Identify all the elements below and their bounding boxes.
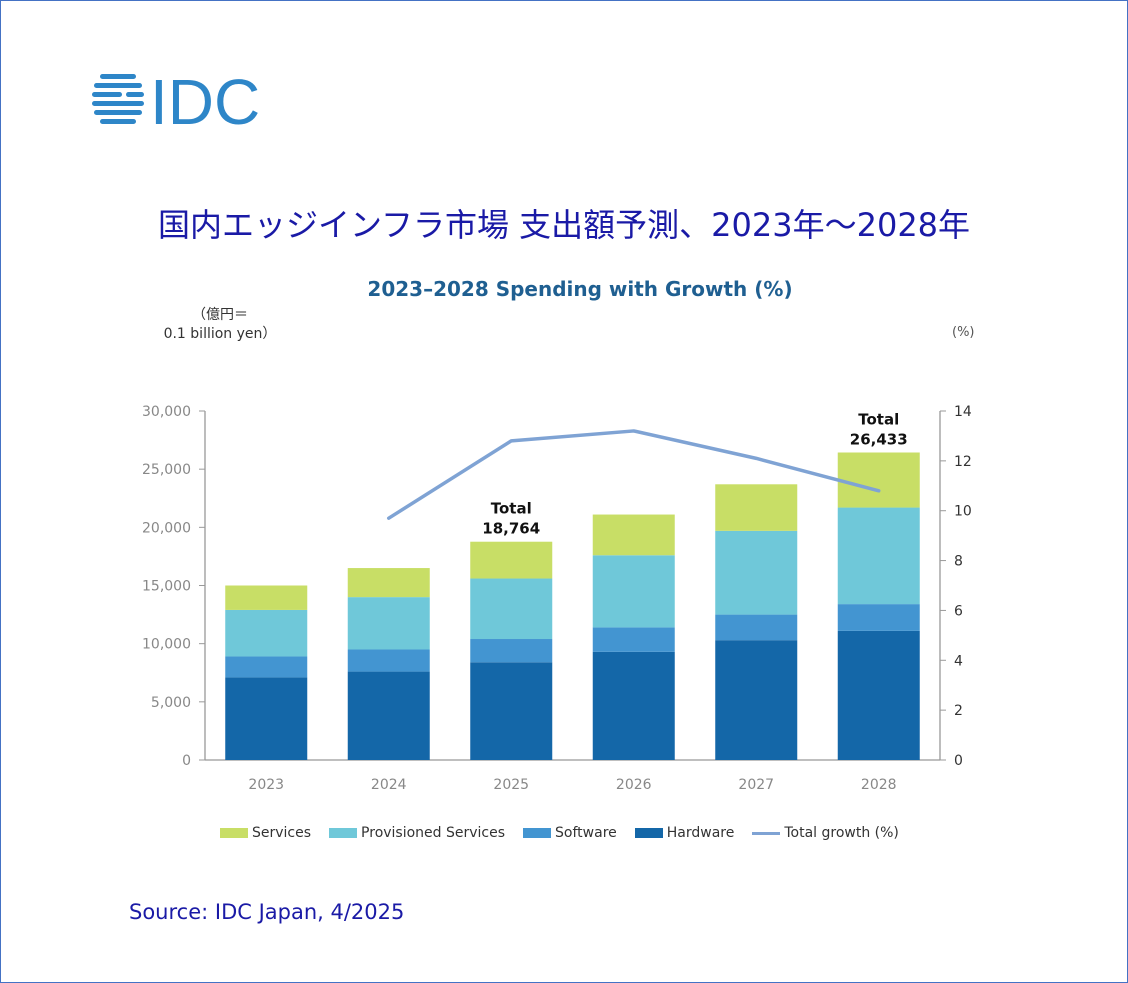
idc-logo: IDC <box>92 70 260 130</box>
bar-services-2023 <box>225 585 308 610</box>
legend-label: Hardware <box>666 825 735 841</box>
right-tick-label: 6 <box>954 603 963 619</box>
bar-services-2028 <box>837 452 920 508</box>
legend-swatch <box>329 828 358 838</box>
total-label-value: 18,764 <box>482 520 540 538</box>
left-axis-unit-line2: 0.1 billion yen） <box>163 326 277 342</box>
x-tick-label: 2028 <box>861 777 897 793</box>
legend-item-services: Services <box>220 825 311 841</box>
bar-services-2026 <box>592 514 675 556</box>
bar-software-2026 <box>592 627 675 652</box>
legend: Services Provisioned Services Software Hard… <box>220 825 917 841</box>
legend-swatch <box>634 828 663 838</box>
legend-label: Software <box>555 825 617 841</box>
left-tick-label: 20,000 <box>142 520 191 536</box>
bar-hardware-2023 <box>225 677 308 760</box>
legend-item-hardware: Hardware <box>634 825 735 841</box>
bar-hardware-2025 <box>470 662 553 760</box>
x-tick-label: 2023 <box>248 777 284 793</box>
legend-label: Total growth (%) <box>784 825 899 841</box>
right-tick-label: 0 <box>954 753 963 769</box>
bar-provisioned-services-2026 <box>592 555 675 628</box>
right-axis-unit: (%) <box>952 325 975 340</box>
right-tick-label: 14 <box>954 404 972 420</box>
bar-software-2027 <box>715 614 798 641</box>
bar-provisioned-services-2027 <box>715 530 798 615</box>
total-label-title: Total <box>491 500 532 518</box>
bar-provisioned-services-2023 <box>225 609 308 657</box>
right-tick-label: 8 <box>954 554 963 570</box>
legend-swatch <box>523 828 552 838</box>
globe-icon <box>92 74 144 124</box>
source-note: Source: IDC Japan, 4/2025 <box>129 900 405 924</box>
logo-text: IDC <box>150 70 260 130</box>
legend-label: Provisioned Services <box>361 825 506 841</box>
left-tick-label: 10,000 <box>142 637 191 653</box>
legend-line-swatch <box>752 831 781 835</box>
bar-hardware-2027 <box>715 640 798 760</box>
legend-item-software: Software <box>523 825 617 841</box>
left-tick-label: 25,000 <box>142 462 191 478</box>
legend-item-total-growth: Total growth (%) <box>752 825 899 841</box>
main-title: 国内エッジインフラ市場 支出額予測、2023年～2028年 <box>157 206 971 244</box>
bar-hardware-2026 <box>592 651 675 760</box>
x-tick-label: 2025 <box>493 777 529 793</box>
legend-swatch <box>220 828 248 838</box>
bar-provisioned-services-2025 <box>470 578 553 640</box>
bar-provisioned-services-2028 <box>837 507 920 605</box>
x-tick-label: 2026 <box>616 777 652 793</box>
x-tick-label: 2027 <box>738 777 774 793</box>
bar-hardware-2028 <box>837 630 920 760</box>
bar-software-2024 <box>347 649 430 672</box>
left-axis-unit-line1: （億円＝ <box>192 307 248 323</box>
right-tick-label: 4 <box>954 653 963 669</box>
bar-software-2028 <box>837 604 920 631</box>
right-tick-label: 12 <box>954 454 972 470</box>
x-tick-label: 2024 <box>371 777 407 793</box>
left-tick-label: 15,000 <box>142 579 191 595</box>
left-tick-label: 0 <box>182 753 191 769</box>
legend-label: Services <box>252 825 312 841</box>
bar-services-2025 <box>470 541 553 579</box>
bar-provisioned-services-2024 <box>347 597 430 650</box>
total-label-value: 26,433 <box>850 430 908 448</box>
legend-item-provisioned-services: Provisioned Services <box>329 825 505 841</box>
bar-hardware-2024 <box>347 671 430 760</box>
chart-title: 2023–2028 Spending with Growth (%) <box>367 277 793 301</box>
bar-software-2025 <box>470 639 553 663</box>
left-tick-label: 30,000 <box>142 404 191 420</box>
right-tick-label: 10 <box>954 504 972 520</box>
left-axis-unit: （億円＝ 0.1 billion yen） <box>150 306 290 344</box>
growth-line <box>387 429 881 520</box>
left-tick-label: 5,000 <box>151 695 191 711</box>
total-label-title: Total <box>858 410 899 428</box>
bar-services-2027 <box>715 484 798 531</box>
bar-software-2023 <box>225 656 308 678</box>
right-tick-label: 2 <box>954 703 963 719</box>
bar-services-2024 <box>347 568 430 598</box>
